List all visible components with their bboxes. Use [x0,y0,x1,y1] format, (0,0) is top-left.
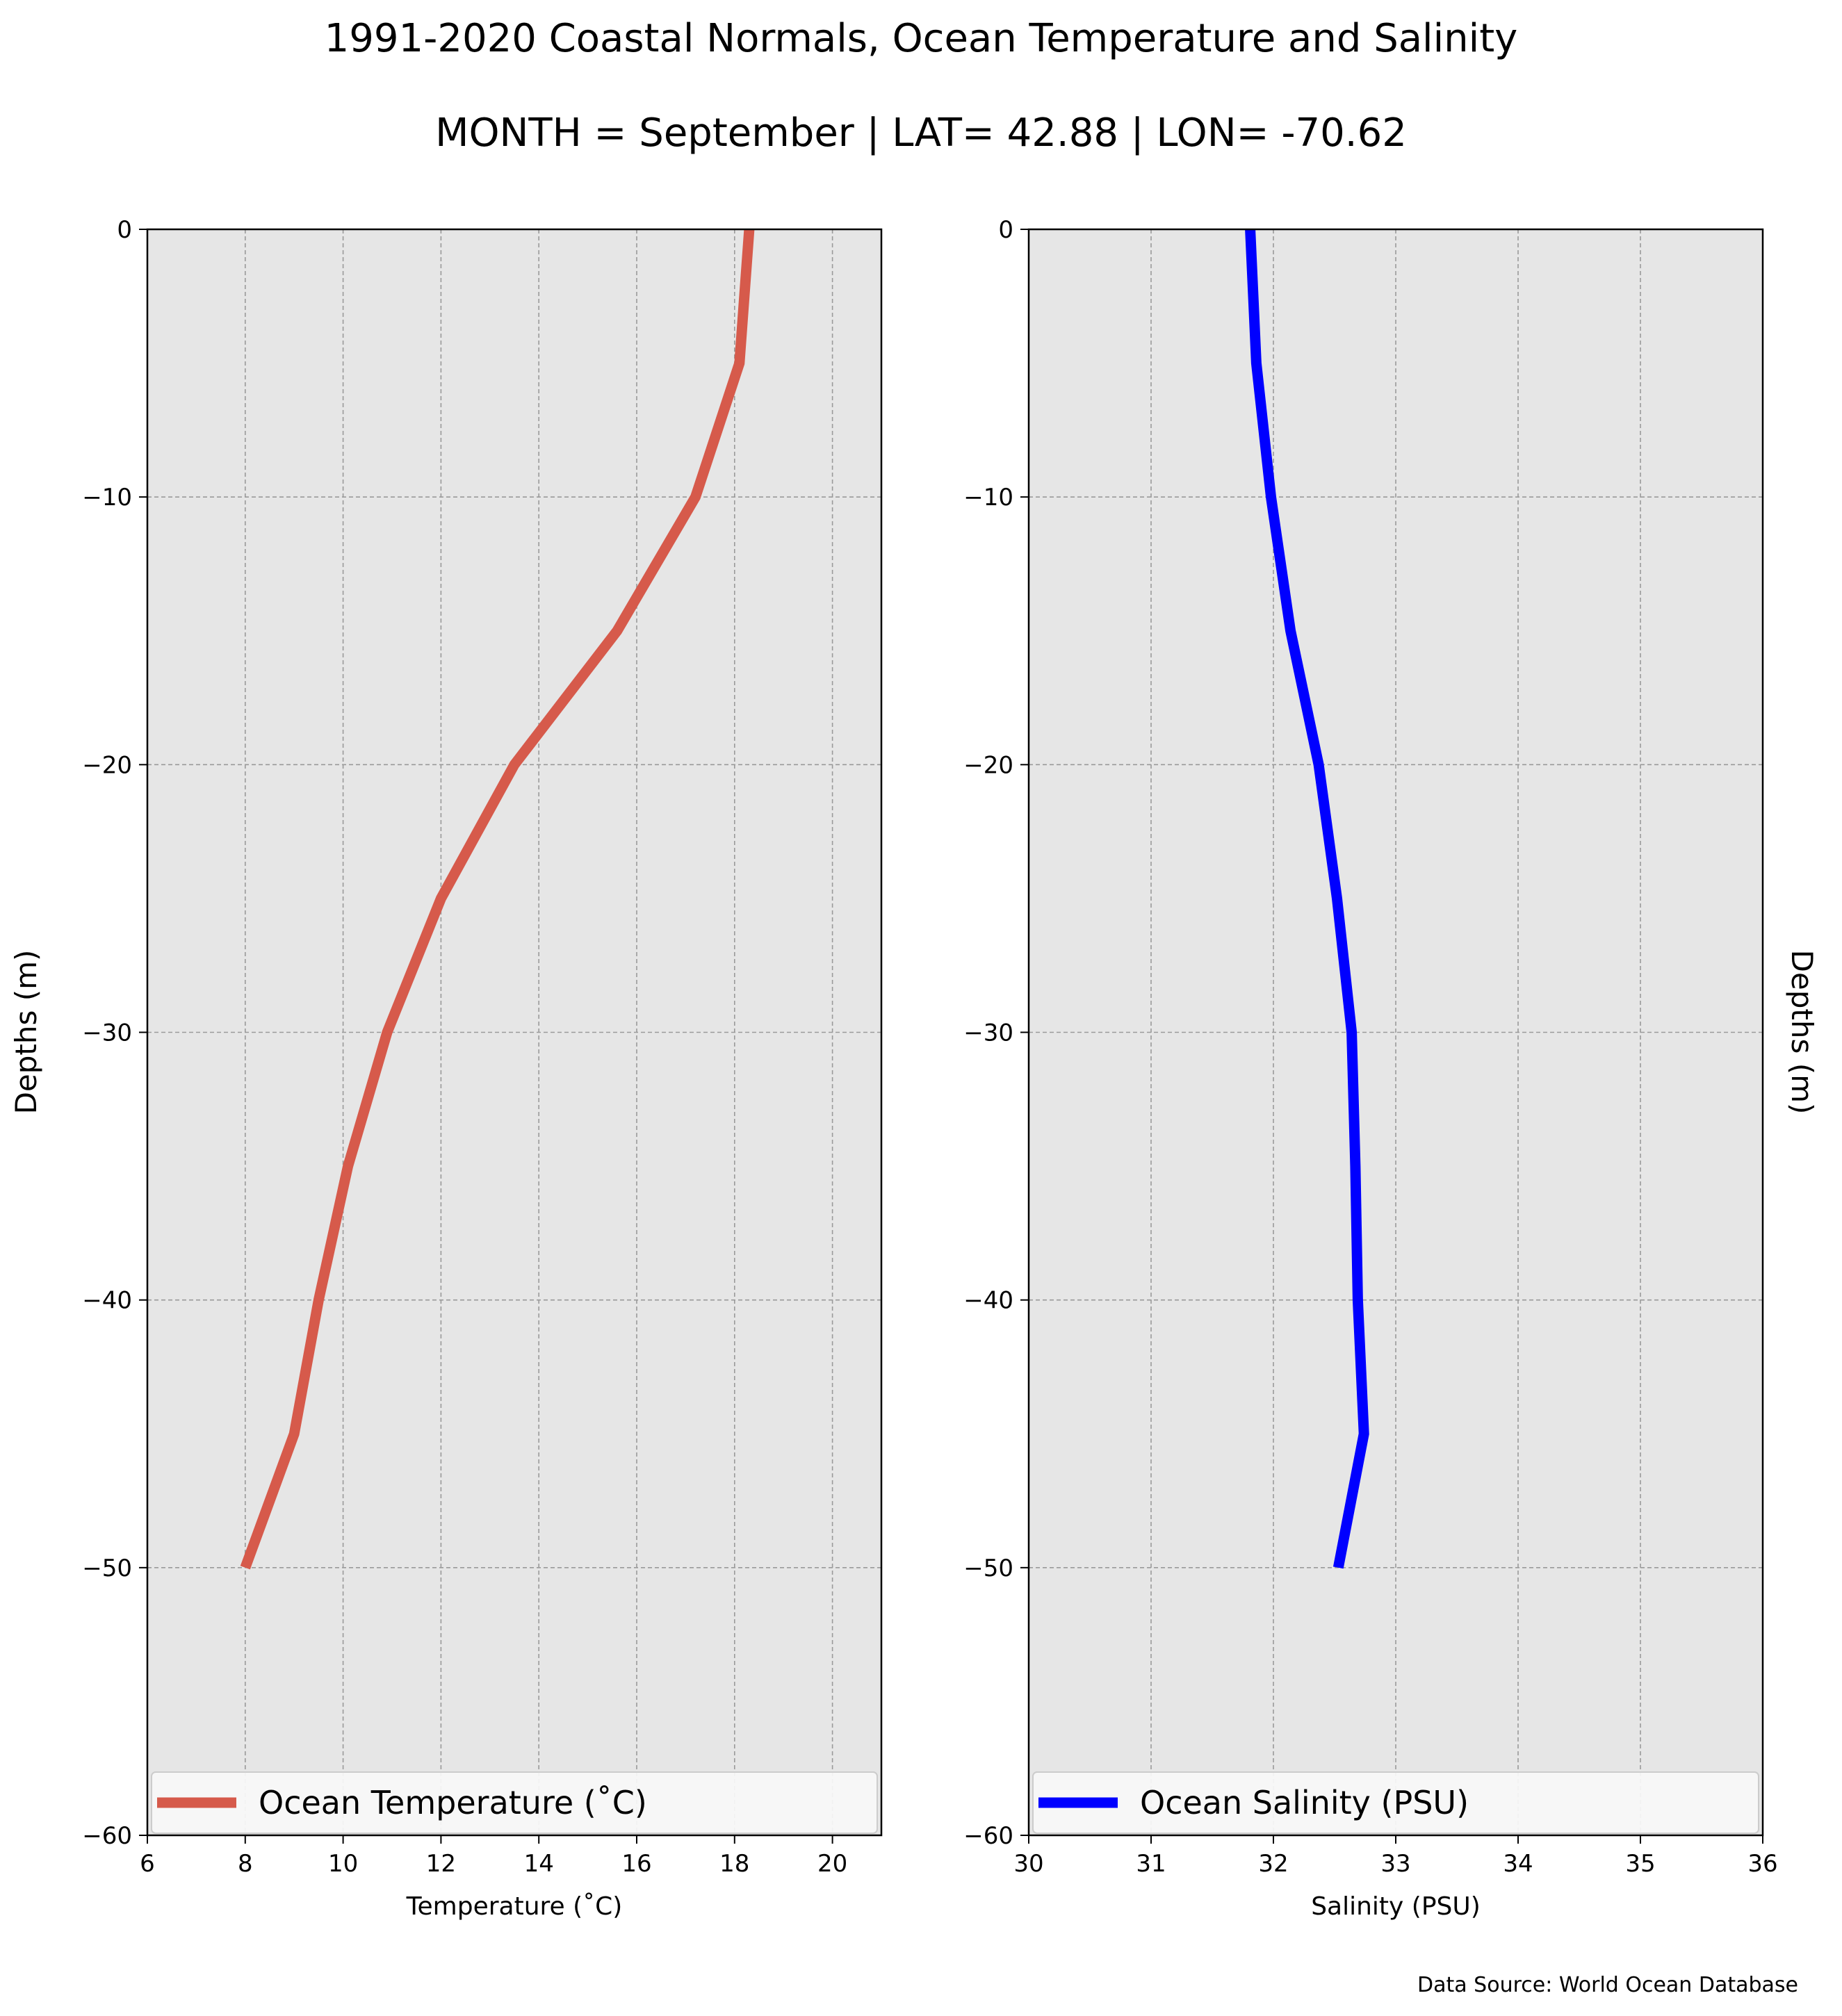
salinity-y-tick-label: −40 [963,1287,1013,1315]
salinity-x-tick-label: 36 [1747,1850,1777,1878]
temperature-legend: Ocean Temperature (˚C) [151,1771,878,1834]
salinity-y-tick-label: −10 [963,484,1013,511]
chart-subtitle: MONTH = September | LAT= 42.88 | LON= -7… [435,110,1407,156]
temperature-profile-line [240,229,755,1570]
salinity-y-tick-label: −60 [963,1822,1013,1850]
temperature-x-axis-label: Temperature (˚C) [406,1892,623,1921]
salinity-x-tick-label: 30 [1013,1850,1043,1878]
temperature-x-tick-label: 12 [426,1850,456,1878]
salinity-x-tick-label: 33 [1380,1850,1410,1878]
temperature-legend-label: Ocean Temperature (˚C) [259,1784,647,1821]
temperature-x-tick-label: 10 [328,1850,358,1878]
temperature-y-tick-label: −10 [82,484,132,511]
salinity-y-tick-label: 0 [998,216,1013,244]
temperature-y-tick-label: −20 [82,751,132,779]
salinity-x-tick-label: 32 [1258,1850,1288,1878]
temperature-y-tick-label: −60 [82,1822,132,1850]
temperature-y-tick-label: −50 [82,1555,132,1582]
temperature-plot-area [147,229,881,1835]
temperature-x-tick-label: 18 [719,1850,749,1878]
temperature-y-tick-label: −40 [82,1287,132,1315]
data-source-note: Data Source: World Ocean Database [1417,1973,1798,1997]
salinity-x-tick-label: 35 [1625,1850,1655,1878]
temperature-y-tick-label: −30 [82,1019,132,1047]
salinity-legend: Ocean Salinity (PSU) [1032,1771,1759,1834]
temperature-x-tick-label: 14 [524,1850,554,1878]
temperature-x-tick-label: 8 [238,1850,253,1878]
salinity-y-tick-label: −30 [963,1019,1013,1047]
salinity-x-tick-label: 31 [1136,1850,1166,1878]
salinity-y-tick-label: −50 [963,1555,1013,1582]
salinity-x-tick-label: 34 [1503,1850,1533,1878]
salinity-y-axis-label: Depths (m) [1785,950,1819,1115]
temperature-legend-box [151,1771,878,1834]
salinity-panel: 30 31 32 33 34 35 36 0 −10 −20 −30 −40 −50 −60 Salinit… [963,216,1777,1921]
salinity-profile-line [1245,229,1369,1569]
temperature-y-tick-label: 0 [117,216,132,244]
salinity-x-axis-label: Salinity (PSU) [1311,1892,1481,1921]
salinity-legend-label: Ocean Salinity (PSU) [1140,1784,1469,1821]
temperature-x-tick-label: 6 [140,1850,155,1878]
temperature-x-tick-label: 16 [621,1850,651,1878]
temperature-panel: 6 8 10 12 14 16 18 20 0 −10 −20 −30 −40 −50 −60 Tempera… [82,216,883,1921]
temperature-y-axis-label: Depths (m) [9,950,43,1115]
temperature-x-tick-label: 20 [817,1850,847,1878]
chart-title: 1991-2020 Coastal Normals, Ocean Tempera… [325,16,1518,61]
salinity-legend-box [1032,1771,1759,1834]
salinity-y-tick-label: −20 [963,751,1013,779]
